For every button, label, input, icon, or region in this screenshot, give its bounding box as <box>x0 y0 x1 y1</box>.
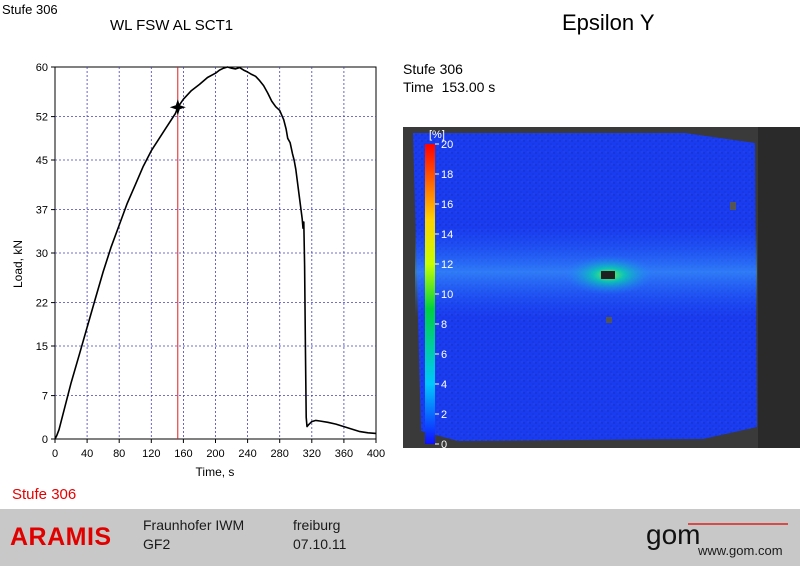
time-label: Time <box>403 79 434 95</box>
institute-name: Fraunhofer IWM <box>143 517 245 533</box>
x-tick-label: 0 <box>52 448 58 460</box>
gom-logo: gom <box>646 519 788 550</box>
bottom-stage-label: Stufe 306 <box>12 486 77 503</box>
x-tick-label: 240 <box>238 448 256 460</box>
x-tick-label: 400 <box>367 448 385 460</box>
load-curve <box>54 66 377 440</box>
stage-info-time: Time 153.00 s <box>403 78 495 96</box>
scale-label: 14 <box>441 229 453 241</box>
y-tick-labels: 0 7 15 22 30 37 45 52 60 <box>36 62 55 446</box>
date: 07.10.11 <box>293 536 347 552</box>
aramis-brand: ARAMIS <box>10 523 112 551</box>
x-tick-label: 320 <box>303 448 321 460</box>
x-axis-label: Time, s <box>196 465 235 479</box>
x-tick-label: 160 <box>174 448 192 460</box>
website-link[interactable]: www.gom.com <box>698 543 783 558</box>
current-point-marker <box>169 99 186 116</box>
scale-label: 6 <box>441 349 447 361</box>
panel-title: Epsilon Y <box>562 10 655 35</box>
crack-mark <box>601 271 615 279</box>
stage-info: Stufe 306 Time 153.00 s <box>403 60 495 96</box>
scale-label: 18 <box>441 169 453 181</box>
x-tick-label: 40 <box>81 448 93 460</box>
chart-title: WL FSW AL SCT1 <box>110 17 234 34</box>
scale-label: 2 <box>441 409 447 421</box>
location: freiburg <box>293 517 341 533</box>
scale-label: 20 <box>441 139 453 151</box>
y-tick-label: 7 <box>42 391 48 403</box>
y-tick-label: 45 <box>36 155 48 167</box>
gom-logo-text: gom <box>646 519 700 550</box>
stage-label: Stufe 306 <box>2 2 58 17</box>
x-tick-label: 280 <box>271 448 289 460</box>
y-tick-label: 52 <box>36 112 48 124</box>
scale-label: 8 <box>441 319 447 331</box>
load-time-chart: 0 40 80 120 160 200 240 280 320 360 400 0 7 15 22 30 37… <box>11 62 385 479</box>
scale-label: 4 <box>441 379 447 391</box>
x-tick-labels: 0 40 80 120 160 200 240 280 320 360 400 <box>52 439 385 460</box>
x-tick-label: 360 <box>335 448 353 460</box>
y-axis-label: Load, kN <box>11 240 25 288</box>
y-tick-label: 30 <box>36 248 48 260</box>
stage-info-stage: Stufe 306 <box>403 61 463 77</box>
scale-label: 10 <box>441 289 453 301</box>
surface-defect <box>606 317 612 323</box>
project-name: GF2 <box>143 536 171 552</box>
y-tick-label: 60 <box>36 62 48 74</box>
x-tick-label: 200 <box>206 448 224 460</box>
scale-unit-label: [%] <box>429 129 445 141</box>
specimen-edge-right <box>758 127 800 448</box>
scale-label: 0 <box>441 439 447 448</box>
y-tick-label: 15 <box>36 341 48 353</box>
scale-label: 16 <box>441 199 453 211</box>
surface-defect <box>730 202 736 210</box>
y-tick-label: 22 <box>36 298 48 310</box>
x-tick-label: 120 <box>142 448 160 460</box>
y-tick-label: 0 <box>42 434 48 446</box>
footer-bar: ARAMIS Fraunhofer IWM GF2 freiburg 07.10… <box>0 509 800 566</box>
time-value: 153.00 s <box>441 79 496 95</box>
x-tick-label: 80 <box>113 448 125 460</box>
scale-label: 12 <box>441 259 453 271</box>
y-tick-label: 37 <box>36 205 48 217</box>
color-scale-bar <box>425 144 435 444</box>
